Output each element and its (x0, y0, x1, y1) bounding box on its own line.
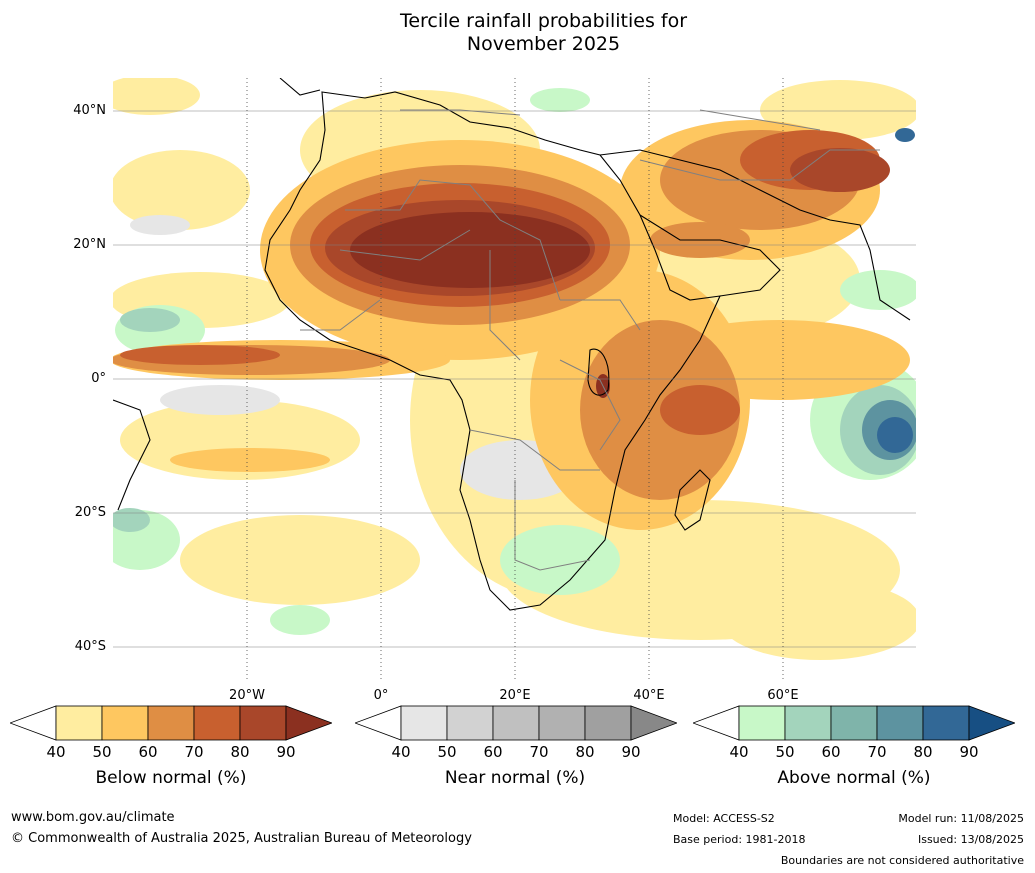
coastlines (113, 78, 911, 611)
colorbar-high-arrow (968, 705, 1015, 741)
title-line-1: Tercile rainfall probabilities for (399, 10, 688, 32)
tick-label: 70 (529, 743, 549, 761)
colorbar-near (355, 705, 677, 741)
legend-above-normal (693, 705, 1015, 743)
colorbar-segment (55, 705, 103, 741)
tick-label: 80 (575, 743, 595, 761)
legend-below-normal (10, 705, 332, 743)
colorbar-segment (239, 705, 287, 741)
tick-label: 60 (483, 743, 503, 761)
lon-label-20w: 20°W (229, 688, 265, 703)
colorbar-segment (147, 705, 195, 741)
lat-label-20s: 20°S (74, 505, 106, 520)
tick-label: 80 (913, 743, 933, 761)
lon-label-60e: 60°E (767, 688, 799, 703)
tick-label: 70 (867, 743, 887, 761)
title-line-2: November 2025 (466, 33, 621, 55)
tick-label: 50 (775, 743, 795, 761)
legend-below-title: Below normal (%) (95, 768, 247, 788)
base-period: Base period: 1981-2018 (673, 833, 806, 846)
colorbar-segment (584, 705, 632, 741)
tick-label: 50 (437, 743, 457, 761)
lat-label-40n: 40°N (73, 103, 106, 118)
copyright-text: © Commonwealth of Australia 2025, Austra… (11, 831, 472, 846)
lat-label-40s: 40°S (74, 639, 106, 654)
lat-label-20n: 20°N (73, 237, 106, 252)
colorbar-segment (830, 705, 878, 741)
colorbar-high-arrow (630, 705, 677, 741)
colorbar-segment (738, 705, 786, 741)
tick-label: 90 (621, 743, 641, 761)
colorbar-segment (538, 705, 586, 741)
colorbar-segment (193, 705, 241, 741)
colorbar-segment (784, 705, 832, 741)
tick-label: 60 (821, 743, 841, 761)
colorbar-low-arrow (355, 705, 402, 741)
tick-label: 90 (276, 743, 296, 761)
legend-above-title: Above normal (%) (777, 768, 931, 788)
lon-label-0: 0° (373, 688, 389, 703)
website-link[interactable]: www.bom.gov.au/climate (11, 810, 175, 825)
lon-label-20e: 20°E (499, 688, 531, 703)
colorbar-low-arrow (693, 705, 740, 741)
colorbar-above (693, 705, 1015, 741)
colorbar-segment (922, 705, 970, 741)
legend-near-normal (355, 705, 677, 743)
tick-label: 80 (230, 743, 250, 761)
colorbar-segment (101, 705, 149, 741)
colorbar-segment (400, 705, 448, 741)
colorbar-high-arrow (285, 705, 332, 741)
meridians (246, 78, 784, 680)
tick-label: 40 (391, 743, 411, 761)
tick-label: 50 (92, 743, 112, 761)
tick-label: 60 (138, 743, 158, 761)
colorbar-segment (492, 705, 540, 741)
tick-label: 40 (729, 743, 749, 761)
model-name: Model: ACCESS-S2 (673, 812, 775, 825)
map-title: Tercile rainfall probabilities for Novem… (0, 10, 1035, 56)
tick-label: 70 (184, 743, 204, 761)
lon-label-40e: 40°E (633, 688, 665, 703)
colorbar-segment (876, 705, 924, 741)
colorbar-segment (446, 705, 494, 741)
tick-label: 90 (959, 743, 979, 761)
boundary-disclaimer: Boundaries are not considered authoritat… (780, 854, 1024, 867)
issued-date: Issued: 13/08/2025 (917, 833, 1024, 846)
colorbar-low-arrow (10, 705, 57, 741)
legend-near-title: Near normal (%) (444, 768, 586, 788)
colorbar-below (10, 705, 332, 741)
model-run-date: Model run: 11/08/2025 (898, 812, 1024, 825)
above-80-patches (877, 128, 915, 453)
country-borders (300, 109, 880, 571)
lat-label-0: 0° (91, 371, 106, 386)
tick-label: 40 (46, 743, 66, 761)
